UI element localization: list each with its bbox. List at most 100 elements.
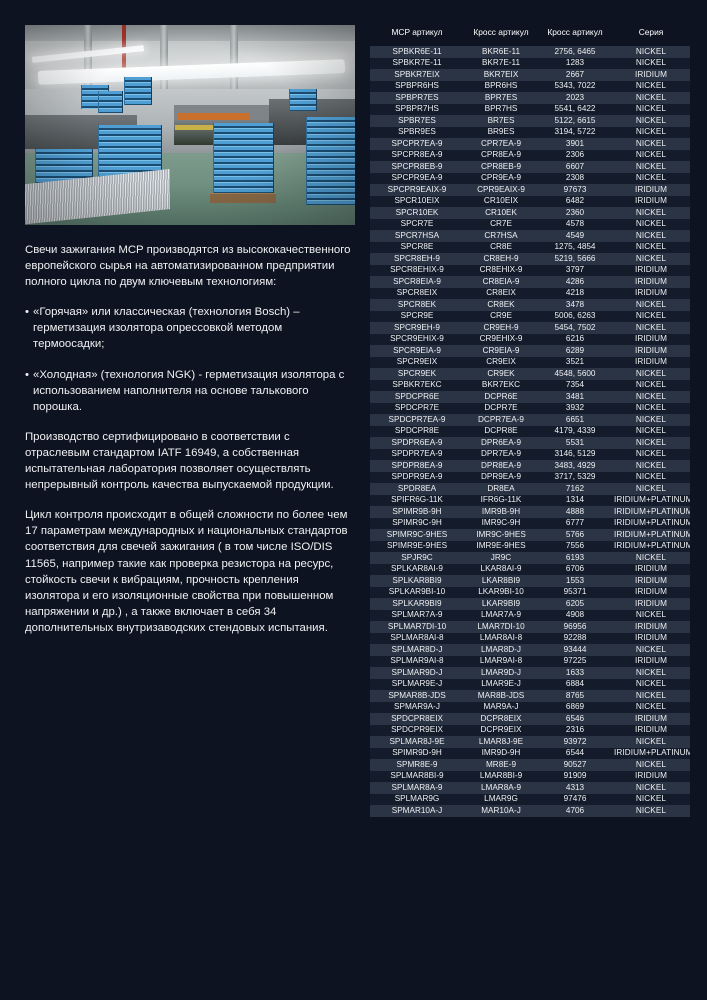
cell-series: IRIDIUM [612, 713, 690, 725]
cell-cross-article-1: IMR9E-9HES [464, 540, 538, 552]
cell-cross-article-1: IFR6G-11K [464, 494, 538, 506]
table-row: SPLMAR7DI-10 LMAR7DI-10 96956 IRIDIUM [370, 621, 690, 633]
cell-series: NICKEL [612, 230, 690, 242]
cell-mcp-article: SPLMAR9D-J [370, 667, 464, 679]
cell-cross-article-2: 6546 [538, 713, 612, 725]
cell-mcp-article: SPCR9EIX [370, 356, 464, 368]
cell-cross-article-1: BPR6HS [464, 80, 538, 92]
cell-mcp-article: SPCR9E [370, 310, 464, 322]
cell-cross-article-1: DPR6EA-9 [464, 437, 538, 449]
cell-cross-article-1: LKAR8AI-9 [464, 563, 538, 575]
cell-cross-article-2: 6482 [538, 195, 612, 207]
table-row: SPLMAR8AI-8 LMAR8AI-8 92288 IRIDIUM [370, 632, 690, 644]
table-row: SPCR9EIA-9 CR9EIA-9 6289 IRIDIUM [370, 345, 690, 357]
cell-mcp-article: SPBR7ES [370, 115, 464, 127]
cell-mcp-article: SPDR8EA [370, 483, 464, 495]
cell-cross-article-1: LKAR9BI9 [464, 598, 538, 610]
cell-cross-article-1: BPR7HS [464, 103, 538, 115]
cell-series: IRIDIUM [612, 69, 690, 81]
cell-cross-article-2: 1283 [538, 57, 612, 69]
cell-cross-article-2: 5541, 6422 [538, 103, 612, 115]
cell-mcp-article: SPBKR7EKC [370, 379, 464, 391]
cell-cross-article-1: CR10EK [464, 207, 538, 219]
cell-series: NICKEL [612, 80, 690, 92]
cell-mcp-article: SPLMAR7A-9 [370, 609, 464, 621]
cell-cross-article-1: BPR7ES [464, 92, 538, 104]
cell-cross-article-2: 2360 [538, 207, 612, 219]
table-row: SPLMAR8BI-9 LMAR8BI-9 91909 IRIDIUM [370, 770, 690, 782]
cell-series: NICKEL [612, 690, 690, 702]
table-row: SPBPR7HS BPR7HS 5541, 6422 NICKEL [370, 103, 690, 115]
cell-cross-article-2: 4908 [538, 609, 612, 621]
cell-mcp-article: SPCR8E [370, 241, 464, 253]
cell-mcp-article: SPDPR7EA-9 [370, 448, 464, 460]
table-row: SPCPR7EA-9 CPR7EA-9 3901 NICKEL [370, 138, 690, 150]
cell-cross-article-1: BKR7EKC [464, 379, 538, 391]
cell-cross-article-2: 6777 [538, 517, 612, 529]
cell-cross-article-1: LMAR9AI-8 [464, 655, 538, 667]
cell-series: NICKEL [612, 115, 690, 127]
cell-cross-article-2: 3521 [538, 356, 612, 368]
table-row: SPCR7E CR7E 4578 NICKEL [370, 218, 690, 230]
cell-cross-article-2: 6289 [538, 345, 612, 357]
cell-cross-article-1: CR9E [464, 310, 538, 322]
cell-mcp-article: SPDPR8EA-9 [370, 460, 464, 472]
cell-mcp-article: SPLMAR8AI-8 [370, 632, 464, 644]
cell-cross-article-1: LMAR7DI-10 [464, 621, 538, 633]
crate-stack [305, 117, 355, 205]
cell-mcp-article: SPCR9EHIX-9 [370, 333, 464, 345]
table-row: SPMAR8B-JDS MAR8B-JDS 8765 NICKEL [370, 690, 690, 702]
cell-cross-article-2: 2023 [538, 92, 612, 104]
cell-series: IRIDIUM [612, 345, 690, 357]
cell-series: IRIDIUM+PLATINUM [612, 494, 690, 506]
table-row: SPBKR7EKC BKR7EKC 7354 NICKEL [370, 379, 690, 391]
table-row: SPCPR8EB-9 CPR8EB-9 6607 NICKEL [370, 161, 690, 173]
cell-cross-article-1: IMR9C-9H [464, 517, 538, 529]
cell-cross-article-2: 97476 [538, 793, 612, 805]
cell-series: NICKEL [612, 460, 690, 472]
cell-mcp-article: SPIMR9B-9H [370, 506, 464, 518]
table-row: SPDR8EA DR8EA 7162 NICKEL [370, 483, 690, 495]
cell-cross-article-2: 2306 [538, 149, 612, 161]
cell-series: IRIDIUM [612, 598, 690, 610]
cell-series: NICKEL [612, 437, 690, 449]
cell-mcp-article: SPLMAR8BI-9 [370, 770, 464, 782]
cell-cross-article-2: 96956 [538, 621, 612, 633]
cell-mcp-article: SPDPR6EA-9 [370, 437, 464, 449]
cell-series: IRIDIUM+PLATINUM [612, 506, 690, 518]
table-row: SPIMR9C-9HES IMR9C-9HES 5766 IRIDIUM+PLATIN… [370, 529, 690, 541]
cell-mcp-article: SPCR8EIX [370, 287, 464, 299]
cell-cross-article-2: 1275, 4854 [538, 241, 612, 253]
cell-cross-article-1: BKR7E-11 [464, 57, 538, 69]
cell-cross-article-2: 4179, 4339 [538, 425, 612, 437]
table-row: SPLMAR8A-9 LMAR8A-9 4313 NICKEL [370, 782, 690, 794]
cell-series: NICKEL [612, 736, 690, 748]
cell-cross-article-2: 8765 [538, 690, 612, 702]
cell-cross-article-2: 1633 [538, 667, 612, 679]
ceiling-beam [25, 25, 355, 41]
cell-mcp-article: SPCR7E [370, 218, 464, 230]
cell-cross-article-1: CR8EH-9 [464, 253, 538, 265]
cell-series: NICKEL [612, 644, 690, 656]
cell-cross-article-2: 95371 [538, 586, 612, 598]
cell-mcp-article: SPLKAR9BI9 [370, 598, 464, 610]
cell-mcp-article: SPLKAR8BI9 [370, 575, 464, 587]
cell-cross-article-2: 3481 [538, 391, 612, 403]
cell-cross-article-2: 97673 [538, 184, 612, 196]
cell-mcp-article: SPCR8EK [370, 299, 464, 311]
cell-mcp-article: SPCPR8EB-9 [370, 161, 464, 173]
cell-cross-article-1: MAR8B-JDS [464, 690, 538, 702]
cell-cross-article-1: CR9EK [464, 368, 538, 380]
cell-mcp-article: SPLMAR8J-9E [370, 736, 464, 748]
cell-cross-article-1: DCPR8E [464, 425, 538, 437]
quality-control-paragraph: Цикл контроля происходит в общей сложнос… [25, 509, 348, 634]
cell-cross-article-2: 6651 [538, 414, 612, 426]
table-row: SPCR8EIA-9 CR8EIA-9 4286 IRIDIUM [370, 276, 690, 288]
cell-mcp-article: SPJR9C [370, 552, 464, 564]
cell-series: NICKEL [612, 172, 690, 184]
cell-cross-article-2: 93972 [538, 736, 612, 748]
cell-cross-article-2: 5343, 7022 [538, 80, 612, 92]
cell-mcp-article: SPDCPR8EIX [370, 713, 464, 725]
table-row: SPIMR9D-9H IMR9D-9H 6544 IRIDIUM+PLATINUM [370, 747, 690, 759]
cell-mcp-article: SPIMR9C-9H [370, 517, 464, 529]
